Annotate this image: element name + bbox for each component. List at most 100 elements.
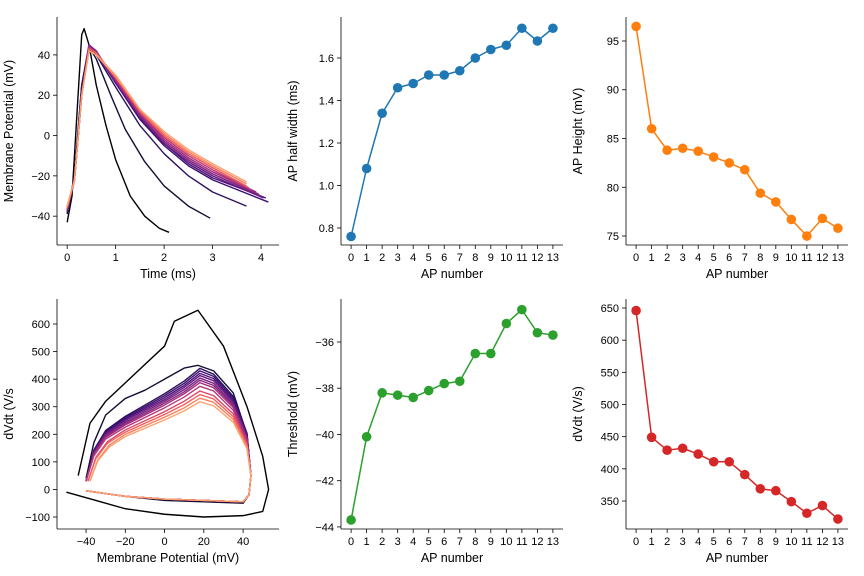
data-point [532, 327, 543, 338]
data-point [755, 483, 766, 494]
data-point [470, 348, 481, 359]
x-axis-label: AP number [421, 551, 483, 565]
x-tick-label: 7 [742, 252, 748, 264]
y-tick-label: 1.0 [319, 181, 334, 193]
data-point [631, 305, 641, 316]
x-tick-label: 0 [348, 536, 354, 548]
data-point [439, 70, 450, 80]
x-tick-label: 1 [364, 536, 370, 548]
x-tick-label: 1 [649, 536, 655, 548]
x-tick-label: 12 [816, 252, 828, 264]
y-tick-label: 550 [601, 367, 619, 379]
y-tick-label: 350 [601, 496, 619, 508]
data-point [408, 78, 418, 89]
x-tick-label: 7 [742, 536, 748, 548]
x-tick-label: 10 [785, 536, 797, 548]
data-point [423, 70, 434, 80]
y-axis-label: AP half width (ms) [286, 80, 300, 181]
data-point [708, 152, 719, 162]
y-tick-label: 0 [44, 484, 50, 496]
y-tick-label: −20 [31, 171, 50, 183]
trace-line [635, 310, 839, 520]
data-point [470, 53, 481, 63]
data-point [724, 456, 735, 467]
data-point [454, 376, 465, 387]
x-tick-label: 2 [664, 536, 670, 548]
x-tick-label: −20 [116, 536, 135, 548]
y-tick-label: −44 [315, 522, 334, 534]
x-tick-label: 10 [785, 252, 797, 264]
data-point [517, 23, 527, 34]
data-point [631, 21, 641, 32]
y-tick-label: 40 [38, 50, 50, 62]
data-point [786, 214, 797, 225]
x-tick-label: 2 [379, 536, 385, 548]
trace-line [66, 50, 247, 207]
x-tick-label: 20 [198, 536, 210, 548]
x-tick-label: 10 [500, 536, 512, 548]
x-axis-label: Membrane Potential (mV) [97, 551, 239, 565]
data-point [802, 231, 812, 241]
x-axis-label: Time (ms) [140, 267, 196, 281]
x-tick-label: 0 [348, 252, 354, 264]
y-tick-label: 85 [607, 134, 619, 146]
x-tick-label: 3 [395, 536, 401, 548]
trace-line [635, 26, 839, 237]
y-axis-label: Threshold (mV) [286, 371, 300, 457]
x-tick-label: 12 [531, 536, 543, 548]
x-tick-label: 13 [832, 536, 844, 548]
x-tick-label: 11 [516, 536, 527, 548]
y-axis-label: AP Height (mV) [571, 88, 585, 175]
x-tick-label: 9 [773, 536, 779, 548]
x-tick-label: 3 [680, 536, 686, 548]
y-tick-label: 600 [601, 335, 619, 347]
x-tick-label: 9 [488, 536, 494, 548]
x-tick-label: 5 [426, 536, 432, 548]
y-tick-label: 400 [601, 464, 619, 476]
data-point [454, 65, 465, 76]
x-tick-label: 5 [711, 536, 717, 548]
x-axis-label: AP number [421, 267, 483, 281]
data-point [693, 146, 703, 156]
x-tick-label: 13 [547, 252, 559, 264]
y-tick-label: 400 [32, 374, 50, 386]
data-point [677, 443, 688, 454]
y-tick-label: −40 [315, 429, 334, 441]
data-point [724, 158, 735, 168]
trace-line [66, 309, 270, 518]
data-point [392, 82, 403, 93]
data-point [693, 449, 703, 459]
y-tick-label: 300 [32, 402, 50, 414]
x-tick-label: 7 [457, 536, 463, 548]
data-point [346, 231, 356, 242]
x-tick-label: 4 [695, 536, 701, 548]
x-axis-label: AP number [706, 267, 768, 281]
data-point [501, 40, 512, 51]
x-tick-label: 3 [210, 252, 216, 264]
data-point [646, 123, 657, 134]
y-tick-label: −40 [31, 211, 50, 223]
trace-line [66, 46, 259, 211]
data-point [833, 223, 843, 234]
x-tick-label: 8 [472, 536, 478, 548]
x-tick-label: 13 [832, 252, 844, 264]
y-axis-label: dVdt (V/s) [571, 386, 585, 442]
x-tick-label: 4 [258, 252, 264, 264]
x-tick-label: 40 [237, 536, 249, 548]
trace-line [350, 27, 554, 237]
y-tick-label: 1.2 [319, 138, 334, 150]
data-point [377, 388, 387, 398]
trace-line [85, 364, 252, 504]
y-axis-label: dVdt (V/s [2, 388, 16, 439]
x-tick-label: 2 [664, 252, 670, 264]
data-point [408, 392, 418, 403]
data-point [817, 213, 828, 224]
data-point [392, 390, 403, 400]
x-axis-label: AP number [706, 551, 768, 565]
y-tick-label: 600 [32, 319, 50, 331]
x-tick-label: −40 [77, 536, 96, 548]
data-point [802, 508, 812, 519]
y-tick-label: 0.8 [319, 223, 334, 235]
x-tick-label: 3 [395, 252, 401, 264]
y-tick-label: 500 [601, 400, 619, 412]
